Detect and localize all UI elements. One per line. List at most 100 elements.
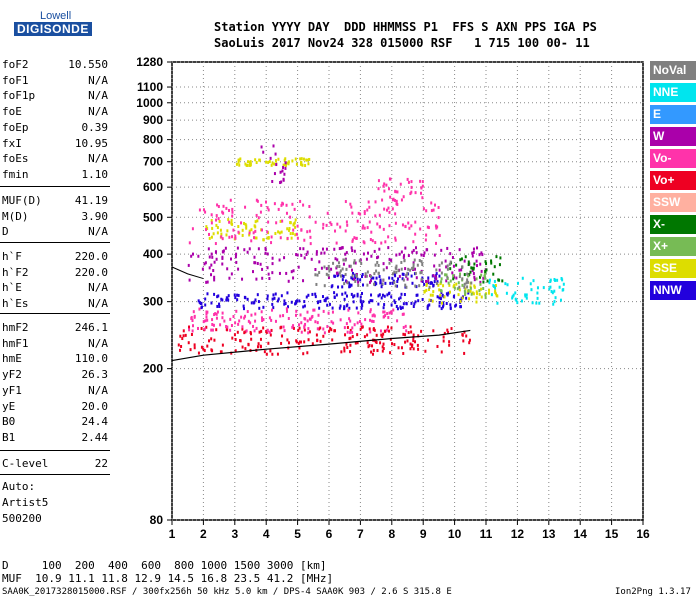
data-point [331,306,334,310]
data-point [377,263,380,267]
data-point [493,265,496,269]
data-point [397,346,400,350]
data-point [191,318,194,322]
data-point [480,295,483,299]
data-point [237,322,240,326]
data-point [423,251,426,255]
legend-item-nne: NNE [650,83,696,102]
y-tick-label: 1280 [136,55,163,69]
data-point [457,293,460,297]
data-point [393,270,396,274]
data-point [341,267,344,271]
data-point [193,314,196,318]
data-point [398,252,401,256]
data-point [345,220,348,224]
data-point [246,160,249,164]
data-point [317,327,320,331]
data-point [463,285,466,289]
data-point [253,224,256,228]
data-point [344,273,347,277]
data-point [333,247,336,251]
data-point [383,303,386,307]
data-point [182,334,185,338]
data-point [335,293,338,297]
data-point [373,272,376,276]
data-point [435,282,438,286]
param-label: fmin [2,167,29,181]
data-point [229,257,232,261]
data-point [369,237,372,241]
data-point [235,252,238,256]
data-point [407,331,410,335]
data-point [357,283,360,287]
data-point [316,327,319,331]
data-point [296,253,299,257]
data-point [371,299,374,303]
data-point [435,241,438,245]
data-point [314,273,317,277]
data-point [441,301,444,305]
param-value: 246.1 [74,321,108,334]
data-point [407,180,410,184]
data-point [472,250,475,254]
data-point [447,291,450,295]
data-point [248,247,251,251]
data-point [241,277,244,281]
data-point [459,305,462,309]
data-point [323,265,326,269]
data-point [227,298,230,302]
data-point [382,347,385,351]
data-point [488,281,491,285]
data-point [422,207,425,211]
data-point [459,272,462,276]
data-point [387,316,390,320]
data-point [249,162,252,166]
param-value: 3.90 [81,209,109,223]
data-point [359,212,362,216]
data-point [394,198,397,202]
data-point [254,298,257,302]
data-point [281,169,284,173]
data-point [255,326,258,330]
data-point [368,205,371,209]
data-point [494,284,497,288]
data-point [478,253,481,257]
data-point [343,346,346,350]
data-point [285,161,288,165]
data-point [420,260,423,264]
data-point [322,334,325,338]
param-value: N/A [88,225,108,239]
param-value: 10.95 [74,136,108,150]
data-point [221,343,224,347]
data-point [258,330,261,334]
data-point [349,319,352,323]
data-point [367,251,370,255]
data-point [492,272,495,276]
data-point [428,285,431,289]
data-point [402,302,405,306]
data-point [298,326,301,330]
y-tick-label: 1100 [137,80,163,94]
data-point [318,260,321,264]
data-point [204,303,207,307]
data-point [403,254,406,258]
data-point [244,330,247,334]
data-point [463,289,466,293]
data-point [184,333,187,337]
data-point [294,300,297,304]
data-point [270,328,273,332]
data-point [414,271,417,275]
data-point [322,226,325,230]
data-point [324,297,327,301]
param-label: D [2,225,9,239]
data-point [307,327,310,331]
data-point [204,261,207,265]
data-point [386,312,389,316]
data-point [234,234,237,238]
data-point [262,305,265,309]
param-value: 1.10 [81,167,109,181]
data-point [280,341,283,345]
data-point [415,285,418,289]
legend-item-noval: NoVal [650,61,696,80]
data-point [244,205,247,209]
